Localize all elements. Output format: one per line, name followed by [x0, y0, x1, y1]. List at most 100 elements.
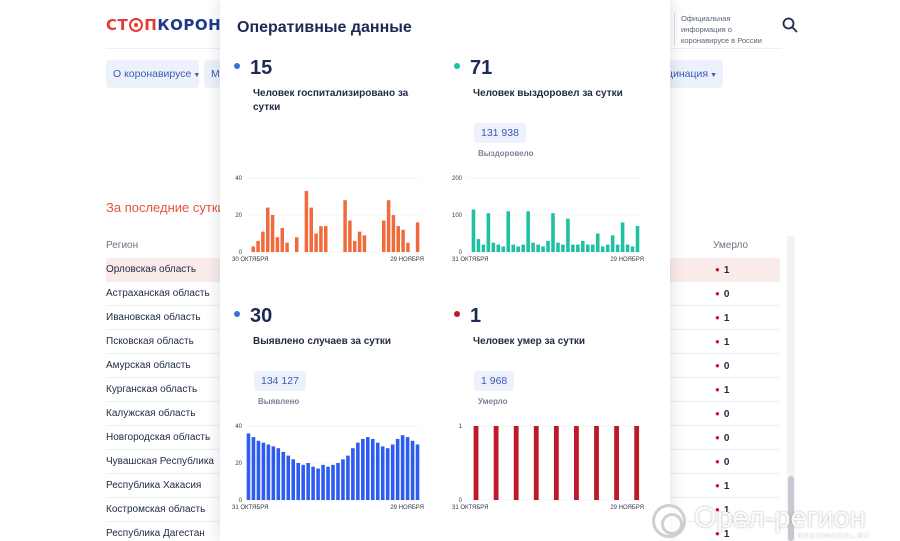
table-row[interactable]: ● 1 — [669, 378, 780, 402]
table-row[interactable]: Астраханская область — [106, 282, 220, 306]
chart-bar — [261, 231, 265, 252]
region-name: Республика Хакасия — [106, 480, 202, 491]
logo-text-part1: СТ — [106, 16, 129, 34]
nav-about-covid[interactable]: О коронавирусе ▼ — [106, 60, 199, 88]
search-icon[interactable] — [782, 17, 798, 33]
chart-bar — [496, 244, 501, 252]
table-scrollbar[interactable] — [787, 236, 795, 541]
chart-bar — [493, 426, 499, 500]
virus-icon — [129, 18, 144, 32]
table-row[interactable]: ● 0 — [669, 282, 780, 306]
region-name: Амурская область — [106, 360, 191, 371]
region-name: Республика Дагестан — [106, 528, 205, 539]
watermark-subtext: REGIONOREL.RU — [798, 533, 870, 540]
table-row[interactable]: ● 1 — [669, 306, 780, 330]
chart-bar — [576, 244, 580, 252]
table-row[interactable]: Республика Дагестан — [106, 522, 220, 541]
x-end-label: 29 НОЯБРЯ — [610, 257, 644, 263]
chart-bar — [491, 242, 496, 252]
region-name: Псковская область — [106, 336, 194, 347]
table-row[interactable]: Псковская область — [106, 330, 220, 354]
bullet-dot-icon: ● — [715, 433, 720, 442]
chart-bar — [341, 459, 345, 500]
chart-bar — [246, 433, 251, 500]
table-row[interactable]: ● 1 — [669, 498, 780, 522]
chart-bar — [391, 215, 396, 252]
died-count: 1 — [723, 505, 730, 516]
died-count: 0 — [723, 409, 730, 420]
y-tick-label: 1 — [459, 424, 463, 430]
recovered-total-badge: 131 938 — [474, 123, 526, 143]
table-row[interactable]: Ивановская область — [106, 306, 220, 330]
chart-bar — [357, 231, 362, 252]
nav-measures[interactable]: Меры — [204, 60, 220, 88]
chart-bar — [506, 211, 511, 252]
x-start-label: 31 ОКТЯБРЯ — [452, 505, 489, 511]
x-start-label: 31 ОКТЯБРЯ — [232, 505, 269, 511]
bullet-dot-icon: ● — [715, 313, 720, 322]
table-row[interactable]: ● 0 — [669, 426, 780, 450]
chart-bar — [361, 438, 365, 500]
bullet-dot-icon: ● — [715, 265, 720, 274]
bullet-dot-icon: ● — [715, 409, 720, 418]
chart-bar — [473, 426, 479, 500]
table-row[interactable]: Новгородская область — [106, 426, 220, 450]
table-row[interactable]: Костромская область — [106, 498, 220, 522]
table-row[interactable]: ● 1 — [669, 522, 780, 541]
bullet-dot-icon: ● — [715, 385, 720, 394]
table-row[interactable]: ● 0 — [669, 450, 780, 474]
chart-bar — [266, 207, 270, 252]
chart-bar — [556, 242, 560, 252]
bullet-dot-icon — [234, 63, 240, 69]
deaths-desc: Человек умер за сутки — [473, 336, 586, 347]
chart-bar — [395, 438, 400, 500]
deaths-value-text: 1 — [470, 305, 482, 327]
chart-bar — [382, 220, 386, 252]
chart-bar — [271, 446, 276, 500]
chart-bar — [380, 446, 385, 500]
table-row[interactable]: Калужская область — [106, 402, 220, 426]
table-row[interactable]: ● 1 — [669, 474, 780, 498]
chevron-down-icon: ▼ — [710, 72, 717, 79]
chart-bar — [275, 237, 280, 252]
chart-bar — [270, 215, 275, 252]
chart-bar — [356, 442, 360, 500]
recovered-value-text: 71 — [470, 57, 493, 79]
region-name: Костромская область — [106, 504, 206, 515]
recovered-value: 71 — [454, 57, 492, 80]
chart-bar — [256, 440, 261, 500]
table-row[interactable]: Чувашская Республика — [106, 450, 220, 474]
chart-bar — [600, 246, 605, 252]
regions-table-left: Орловская область Астраханская область Ива… — [106, 258, 220, 541]
chart-bar — [314, 233, 318, 252]
y-tick-label: 0 — [459, 498, 463, 504]
chart-bar — [276, 448, 281, 500]
official-info-text: Официальная информация о коронавирусе в … — [674, 13, 774, 46]
cases-desc: Выявлено случаев за сутки — [253, 336, 391, 347]
table-row[interactable]: Республика Хакасия — [106, 474, 220, 498]
bullet-dot-icon: ● — [715, 289, 720, 298]
y-tick-label: 0 — [239, 250, 243, 256]
table-row[interactable]: ● 0 — [669, 402, 780, 426]
watermark-logo-icon — [652, 504, 686, 538]
chart-bar — [266, 444, 271, 500]
y-tick-label: 200 — [452, 176, 463, 182]
cases-total-label: Выявлено — [258, 397, 300, 406]
chart-bar — [415, 222, 420, 252]
chart-bar — [625, 244, 630, 252]
died-count: 1 — [723, 337, 730, 348]
chart-bar — [375, 442, 380, 500]
table-row[interactable]: Амурская область — [106, 354, 220, 378]
scrollbar-thumb[interactable] — [788, 476, 794, 541]
x-end-label: 29 НОЯБРЯ — [390, 257, 424, 263]
table-row[interactable]: ● 1 — [669, 258, 780, 282]
table-row[interactable]: ● 1 — [669, 330, 780, 354]
table-row[interactable]: Орловская область — [106, 258, 220, 282]
chart-bar — [370, 438, 375, 500]
deaths-total-badge: 1 968 — [474, 371, 515, 391]
chart-bar — [286, 455, 291, 500]
chart-bar — [331, 464, 335, 500]
table-row[interactable]: ● 0 — [669, 354, 780, 378]
table-row[interactable]: Курганская область — [106, 378, 220, 402]
cases-value-text: 30 — [250, 305, 273, 327]
